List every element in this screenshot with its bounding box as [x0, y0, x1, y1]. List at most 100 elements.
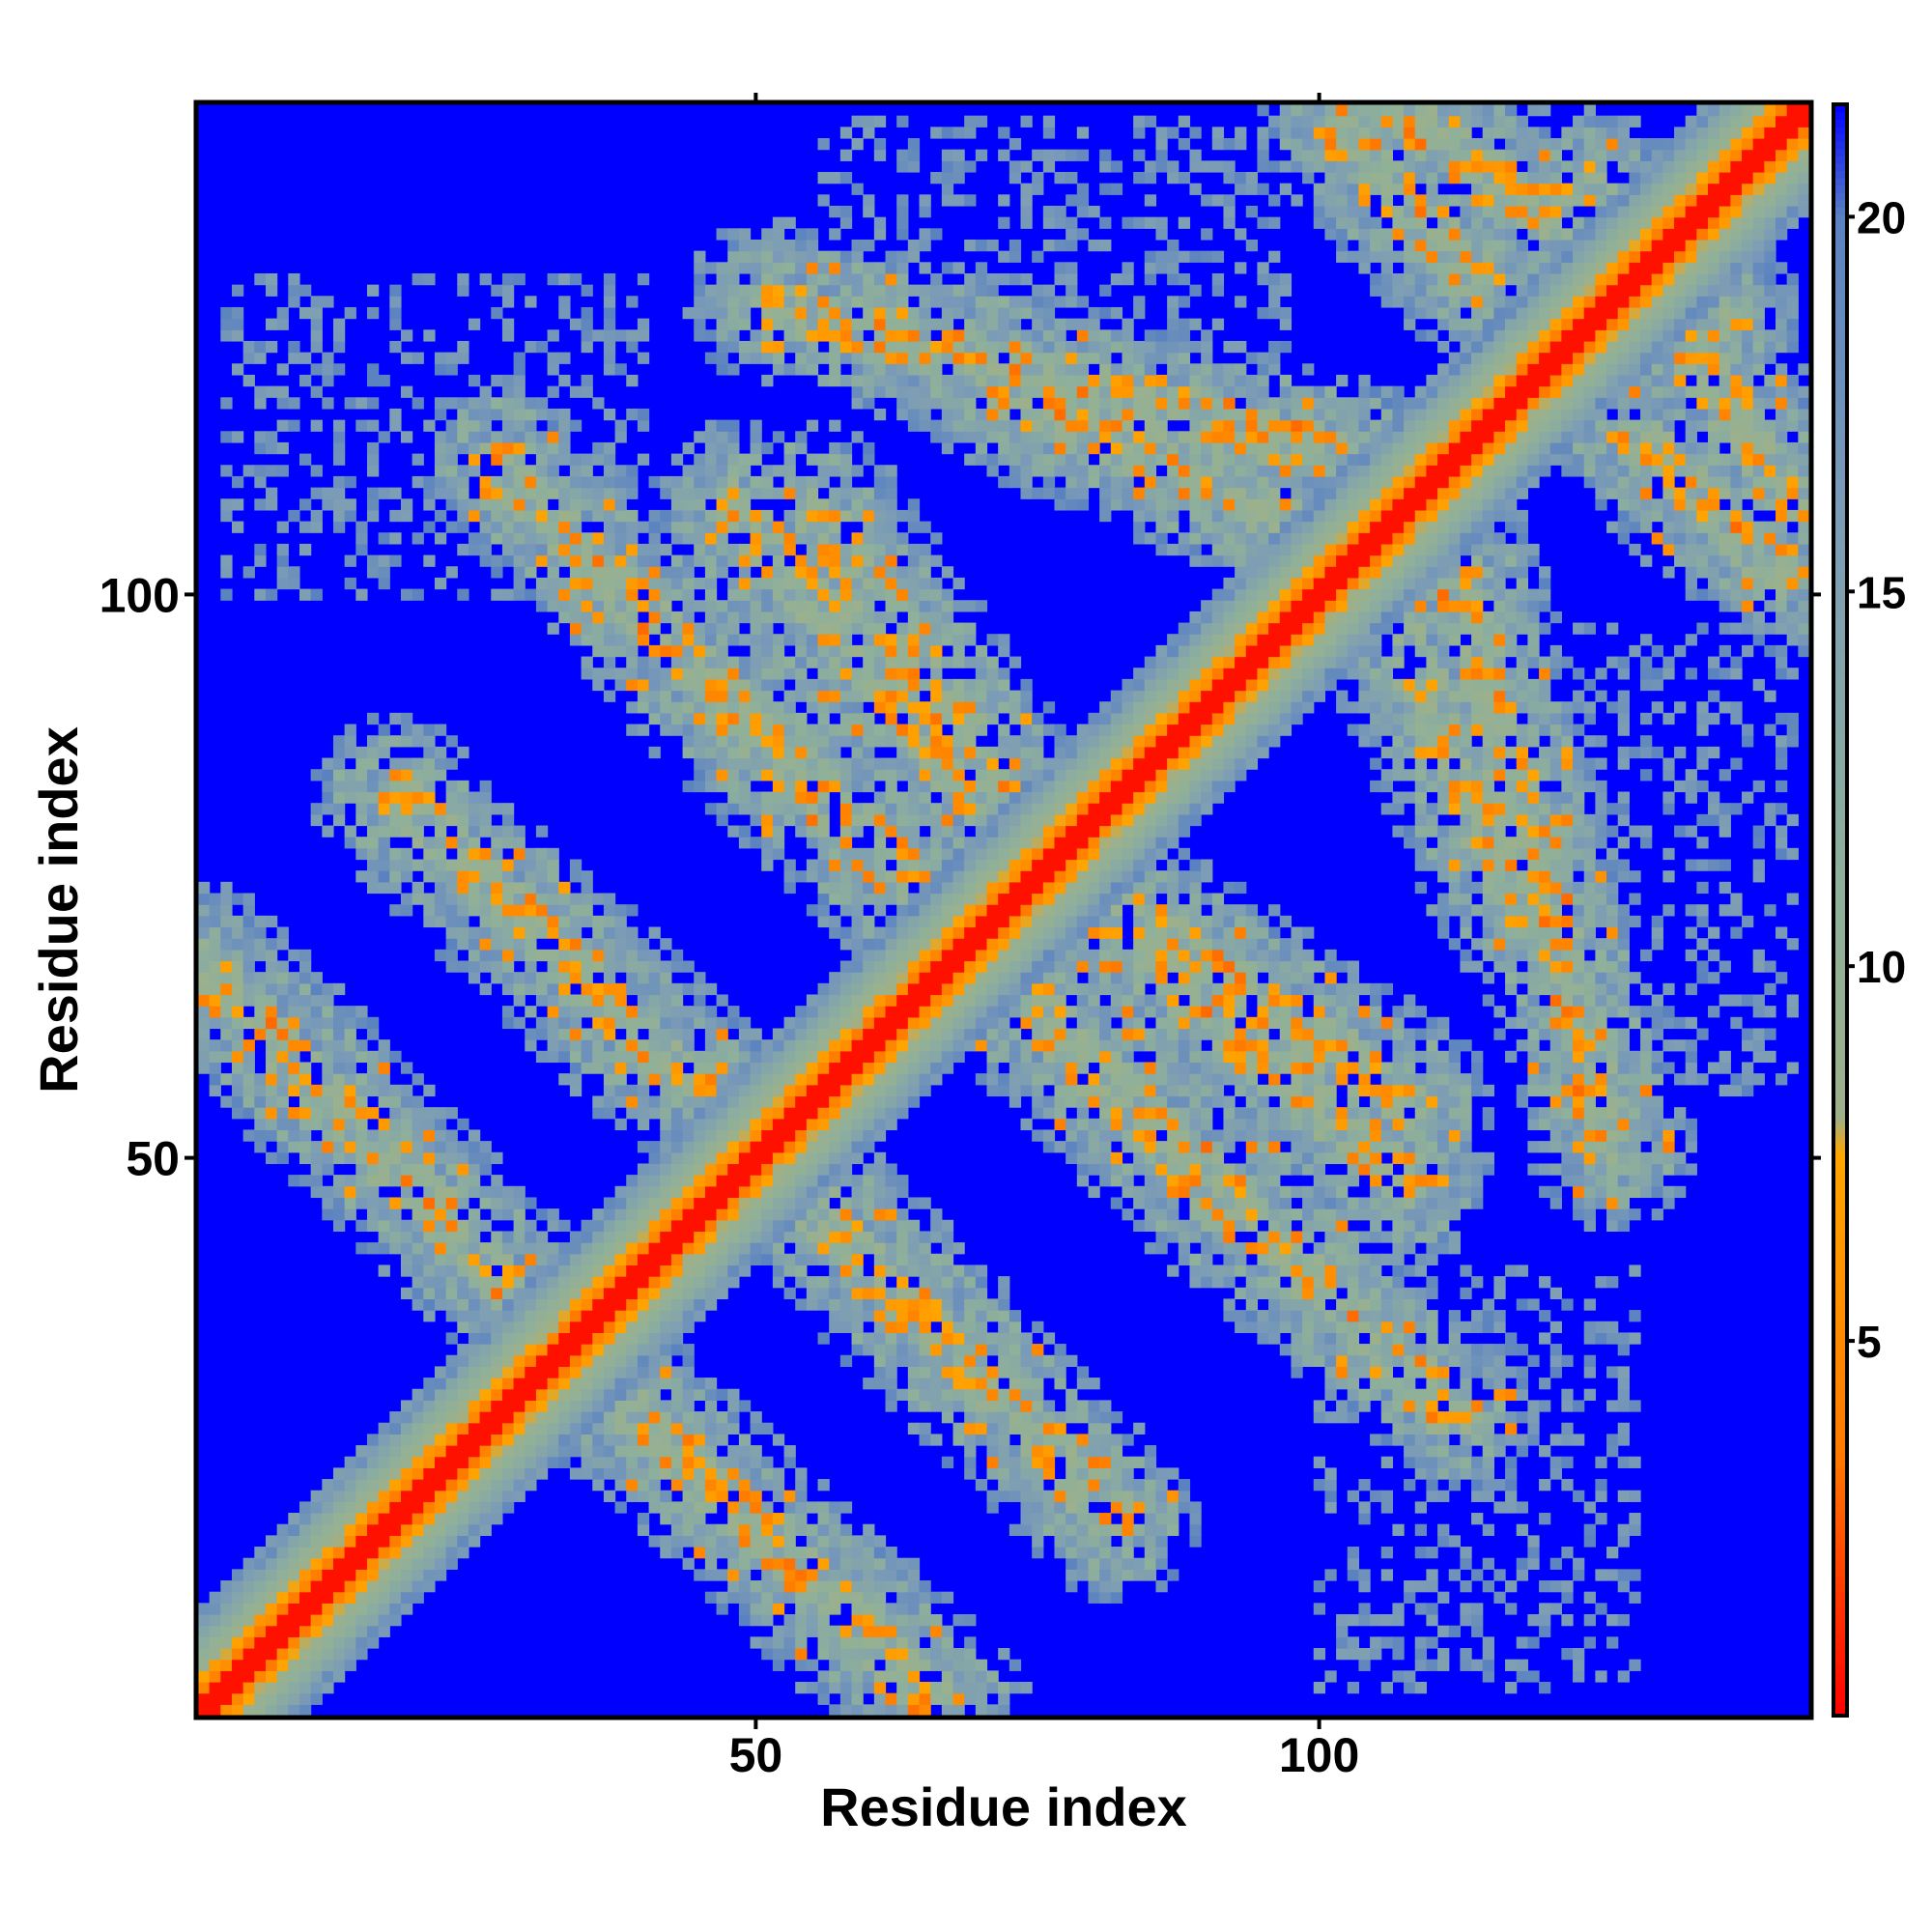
- heatmap-cell: [468, 1163, 481, 1176]
- heatmap-cell: [298, 352, 312, 364]
- heatmap-cell: [412, 1535, 424, 1548]
- heatmap-cell: [682, 1276, 695, 1289]
- heatmap-cell: [242, 340, 255, 354]
- heatmap-cell: [682, 1050, 695, 1064]
- heatmap-cell: [468, 1467, 481, 1480]
- heatmap-cell: [547, 431, 559, 443]
- heatmap-cell: [806, 904, 819, 917]
- heatmap-cell: [389, 1151, 402, 1165]
- heatmap-cell: [975, 239, 988, 252]
- heatmap-cell: [873, 318, 887, 330]
- heatmap-cell: [332, 1490, 346, 1502]
- heatmap-cell: [479, 949, 492, 962]
- heatmap-cell: [626, 374, 639, 387]
- heatmap-cell: [603, 1354, 616, 1367]
- heatmap-cell: [873, 1253, 887, 1266]
- heatmap-cell: [817, 1591, 830, 1604]
- heatmap-cell: [626, 1434, 639, 1446]
- heatmap-cell: [445, 1557, 458, 1570]
- heatmap-cell: [817, 475, 830, 489]
- heatmap-cell: [558, 1039, 571, 1052]
- heatmap-cell: [626, 1479, 639, 1492]
- heatmap-cell: [704, 1006, 718, 1018]
- heatmap-cell: [806, 1298, 819, 1311]
- heatmap-cell: [434, 1513, 447, 1525]
- heatmap-cell: [569, 1253, 582, 1266]
- heatmap-cell: [322, 374, 334, 387]
- heatmap-cell: [592, 1411, 605, 1424]
- heatmap-cell: [491, 1151, 503, 1165]
- heatmap-cell: [738, 543, 752, 556]
- heatmap-cell: [660, 1264, 672, 1277]
- heatmap-cell: [806, 746, 819, 759]
- heatmap-cell: [378, 1513, 390, 1525]
- heatmap-cell: [445, 1253, 458, 1266]
- heatmap-cell: [727, 340, 740, 354]
- heatmap-cell: [885, 915, 897, 928]
- heatmap-cell: [614, 1456, 627, 1468]
- heatmap-cell: [513, 1197, 526, 1209]
- heatmap-cell: [525, 1231, 537, 1243]
- heatmap-cell: [873, 644, 887, 658]
- heatmap-cell: [366, 1062, 380, 1074]
- heatmap-cell: [265, 1050, 278, 1064]
- heatmap-cell: [716, 284, 728, 297]
- heatmap-cell: [863, 1310, 875, 1322]
- heatmap-cell: [907, 352, 921, 364]
- heatmap-cell: [288, 1648, 300, 1661]
- heatmap-cell: [727, 678, 740, 692]
- heatmap-cell: [434, 724, 447, 736]
- heatmap-cell: [468, 1253, 481, 1266]
- heatmap-cell: [716, 1107, 728, 1120]
- heatmap-cell: [952, 870, 965, 883]
- heatmap-cell: [750, 668, 762, 680]
- heatmap-cell: [637, 1467, 650, 1480]
- heatmap-cell: [952, 419, 965, 432]
- heatmap-cell: [839, 1287, 853, 1300]
- heatmap-cell: [423, 893, 436, 905]
- heatmap-cell: [907, 1050, 921, 1064]
- heatmap-cell: [525, 1264, 537, 1277]
- heatmap-cell: [839, 566, 853, 579]
- heatmap-cell: [986, 1332, 999, 1345]
- heatmap-cell: [986, 960, 999, 973]
- heatmap-cell: [919, 1682, 931, 1694]
- heatmap-cell: [907, 1569, 921, 1581]
- heatmap-cell: [513, 1422, 526, 1435]
- heatmap-cell: [975, 994, 988, 1007]
- heatmap-cell: [445, 397, 458, 410]
- heatmap-cell: [525, 1039, 537, 1052]
- heatmap-cell: [457, 521, 469, 533]
- heatmap-cell: [660, 1378, 672, 1390]
- heatmap-cell: [851, 1175, 864, 1187]
- heatmap-cell: [851, 1185, 864, 1199]
- heatmap-cell: [366, 1434, 380, 1446]
- heatmap-cell: [704, 1062, 718, 1074]
- heatmap-cell: [513, 408, 526, 421]
- heatmap-cell: [930, 938, 943, 951]
- heatmap-cell: [851, 1006, 864, 1018]
- heatmap-cell: [919, 712, 931, 725]
- heatmap-cell: [795, 1659, 808, 1671]
- heatmap-cell: [525, 893, 537, 905]
- heatmap-cell: [727, 1062, 740, 1074]
- heatmap-cell: [366, 419, 380, 432]
- heatmap-cell: [975, 881, 988, 895]
- heatmap-cell: [265, 1625, 278, 1637]
- heatmap-cell: [491, 453, 503, 466]
- heatmap-cell: [412, 1580, 424, 1593]
- heatmap-cell: [423, 521, 436, 533]
- heatmap-cell: [986, 712, 999, 725]
- heatmap-cell: [873, 1062, 887, 1074]
- heatmap-cell: [682, 600, 695, 612]
- heatmap-cell: [750, 813, 762, 827]
- heatmap-cell: [332, 1073, 346, 1086]
- heatmap-cell: [941, 746, 954, 759]
- heatmap-cell: [535, 825, 549, 838]
- heatmap-cell: [873, 487, 887, 499]
- heatmap-cell: [817, 825, 830, 838]
- heatmap-cell: [501, 1388, 515, 1401]
- heatmap-cell: [670, 1016, 684, 1030]
- heatmap-cell: [839, 1501, 853, 1514]
- heatmap-cell: [670, 1185, 684, 1199]
